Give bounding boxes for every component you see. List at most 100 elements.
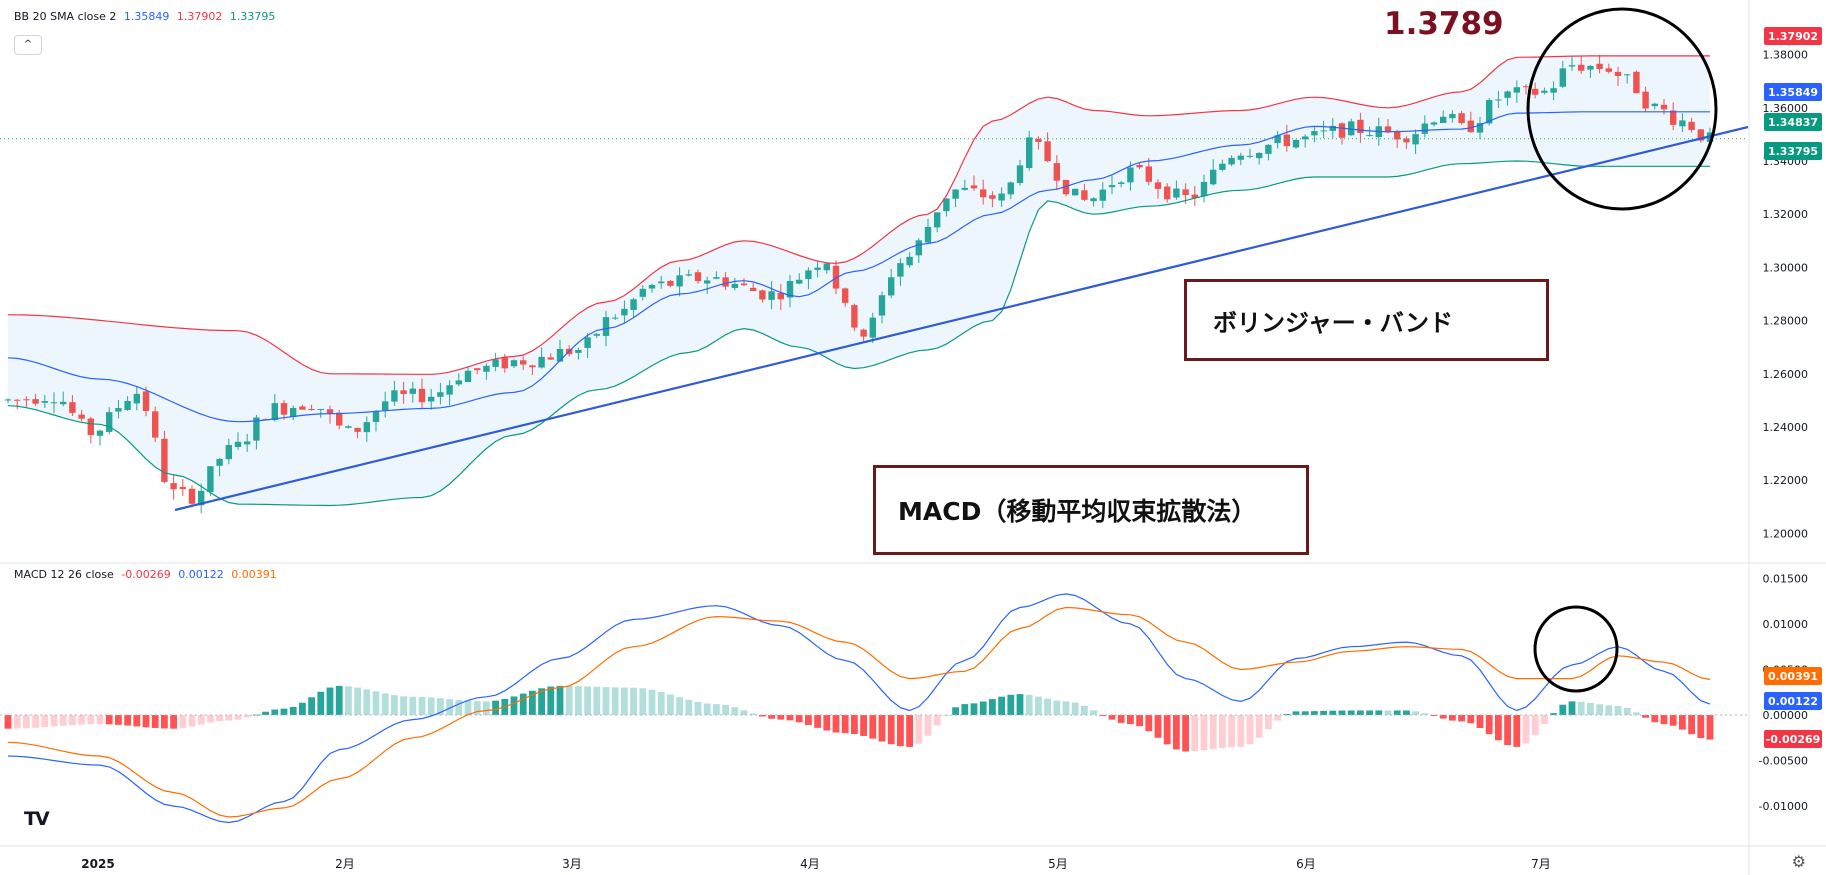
candle-body	[685, 274, 692, 276]
macd-tick-label: 0.00000	[1763, 709, 1809, 722]
candle-body	[1072, 188, 1079, 196]
macd-line	[7, 593, 1711, 824]
candle-body	[510, 360, 518, 367]
macd-hist-bar	[1228, 715, 1235, 748]
macd-tag: 0.00122	[1768, 695, 1818, 708]
chevron-up-icon: ^	[23, 39, 33, 50]
candle-body	[1237, 155, 1244, 160]
macd-hist-bar	[1633, 712, 1640, 716]
macd-hist-bar	[400, 696, 407, 716]
macd-hist-bar	[924, 715, 932, 736]
macd-hist-bar	[4, 715, 12, 729]
candle-body	[648, 284, 656, 289]
candle-body	[842, 288, 849, 303]
signal-tag-bg	[1764, 667, 1822, 685]
macd-hist-bar	[639, 688, 647, 716]
bb-upper-tag-bg	[1764, 27, 1822, 45]
macd-hist-bar	[1577, 701, 1585, 716]
macd-hist-bar	[722, 704, 729, 716]
candle-body	[1633, 71, 1640, 94]
candle-body	[1320, 130, 1327, 132]
candle-body	[1338, 123, 1346, 138]
macd-hist-bar	[1016, 694, 1024, 716]
candle-body	[106, 412, 113, 432]
macd-hist-bar	[1393, 710, 1401, 716]
macd-hist-bar	[602, 687, 610, 716]
candle-body	[363, 422, 370, 433]
macd-hist-bar	[133, 715, 141, 727]
candle-body	[731, 283, 738, 289]
macd-hist-bar	[262, 711, 269, 716]
macd-hist-bar	[1338, 710, 1346, 716]
macd-hist-bar	[335, 685, 343, 716]
collapse-legend-button[interactable]: ^	[14, 35, 42, 55]
candle-body	[1357, 119, 1364, 134]
price-tick-label: 1.32000	[1763, 208, 1809, 221]
candle-body	[860, 329, 867, 337]
price-tick-label: 1.36000	[1763, 102, 1809, 115]
macd-hist-bar	[1283, 714, 1291, 716]
macd-hist-bar	[713, 704, 720, 716]
bb-legend[interactable]: BB 20 SMA close 2 1.35849 1.37902 1.3379…	[14, 10, 279, 23]
macd-hist-bar	[115, 715, 122, 725]
price-tick-label: 1.28000	[1763, 315, 1809, 328]
macd-hist-bar	[1688, 715, 1695, 735]
candle-body	[483, 365, 490, 372]
gear-icon[interactable]: ⚙	[1791, 852, 1806, 871]
macd-hist-bar	[1025, 694, 1033, 716]
macd-hist-bar	[768, 715, 775, 719]
macd-hist-bar	[142, 715, 150, 728]
macd-legend-hist: -0.00269	[121, 568, 171, 581]
macd-hist-bar	[869, 715, 877, 739]
candle-body	[713, 277, 720, 279]
macd-hist-bar	[1265, 715, 1272, 730]
macd-hist-bar	[1449, 715, 1456, 721]
candle-body	[41, 401, 48, 403]
bb-lower-line	[7, 160, 1710, 507]
macd-hist-bar	[96, 715, 104, 725]
candle-body	[1200, 181, 1208, 197]
candle-body	[464, 370, 472, 382]
tradingview-logo[interactable]: TV	[24, 808, 50, 830]
macd-hist-bar	[418, 696, 426, 716]
macd-hist-bar	[547, 686, 555, 716]
candle-body	[575, 349, 582, 353]
macd-hist-bar	[1531, 715, 1539, 736]
time-tick-label: 7月	[1531, 857, 1551, 871]
macd-hist-bar	[1559, 704, 1567, 716]
macd-hist-bar	[455, 699, 463, 716]
candle-body	[759, 290, 766, 300]
macd-hist-bar	[1357, 710, 1364, 716]
candle-body	[1412, 134, 1419, 145]
candle-body	[1348, 121, 1355, 136]
time-tick-label: 3月	[562, 857, 582, 871]
candle-body	[1053, 163, 1060, 181]
macd-hist-bar	[556, 685, 564, 716]
candle-body	[777, 293, 784, 300]
candle-body	[980, 189, 987, 198]
time-tick-label: 2月	[335, 857, 355, 871]
candle-body	[1246, 155, 1254, 157]
macd-hist-bar	[630, 687, 637, 716]
macd-legend-macd: 0.00122	[178, 568, 224, 581]
candle-body	[823, 263, 830, 271]
macd-hist-bar	[409, 696, 417, 716]
macd-hist-bar	[952, 707, 959, 716]
macd-hist-bar	[1182, 715, 1189, 752]
macd-hist-bar	[299, 702, 306, 716]
bollinger-callout: ボリンジャー・バンド	[1184, 279, 1549, 361]
candle-body	[924, 226, 932, 243]
candle-body	[32, 399, 39, 404]
macd-hist-bar	[1587, 702, 1594, 716]
candle-body	[78, 414, 85, 419]
macd-legend-name: MACD 12 26 close	[14, 568, 114, 581]
macd-hist-bar	[69, 715, 76, 726]
macd-hist-bar	[1421, 713, 1429, 716]
macd-hist-bar	[1550, 713, 1557, 716]
macd-hist-bar	[1366, 710, 1373, 716]
candle-body	[391, 390, 398, 402]
macd-hist-bar	[170, 715, 177, 729]
macd-legend[interactable]: MACD 12 26 close -0.00269 0.00122 0.0039…	[14, 568, 281, 581]
candle-body	[474, 368, 481, 371]
